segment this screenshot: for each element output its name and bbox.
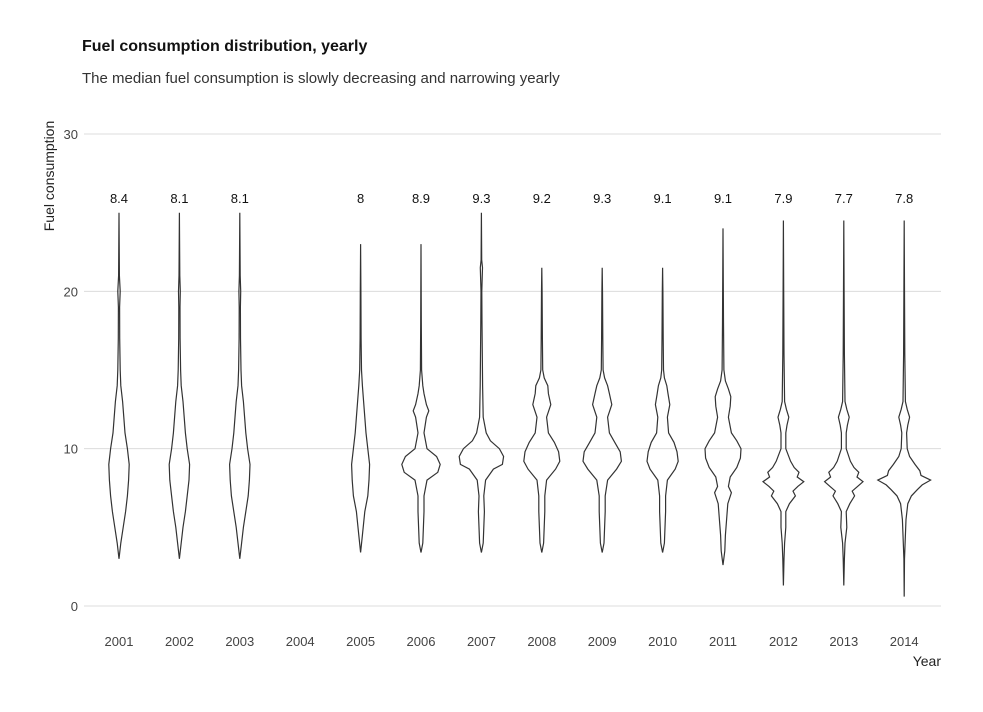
x-tick-label: 2004 xyxy=(286,634,315,649)
x-tick-label: 2007 xyxy=(467,634,496,649)
violin-2008 xyxy=(523,267,561,553)
violin-2012 xyxy=(761,220,805,586)
median-label-2011: 9.1 xyxy=(714,191,732,206)
violin-2011 xyxy=(704,228,742,566)
x-tick-label: 2009 xyxy=(588,634,617,649)
x-tick-label: 2003 xyxy=(225,634,254,649)
violin-2006 xyxy=(401,244,441,553)
y-tick-label: 20 xyxy=(64,284,78,299)
y-axis-ticks: 0 10 20 30 xyxy=(64,127,78,614)
violin-2014 xyxy=(876,220,932,597)
median-label-2001: 8.4 xyxy=(110,191,128,206)
x-tick-label: 2011 xyxy=(709,634,737,649)
x-tick-label: 2013 xyxy=(829,634,858,649)
x-axis-ticks: 2001 2002 2003 2004 2005 2006 2007 2008 2009 2010… xyxy=(105,634,919,649)
median-label-2002: 8.1 xyxy=(170,191,188,206)
x-tick-label: 2012 xyxy=(769,634,798,649)
median-label-2014: 7.8 xyxy=(895,191,913,206)
median-labels: 8.4 8.1 8.1 8 8.9 9.3 9.2 9.3 9.1 9.1 7.9 7.7 7.8 xyxy=(110,191,913,206)
median-label-2013: 7.7 xyxy=(835,191,853,206)
violin-2013 xyxy=(823,220,864,586)
violin-2009 xyxy=(582,267,623,553)
x-tick-label: 2005 xyxy=(346,634,375,649)
y-axis-title: Fuel consumption xyxy=(41,121,57,232)
median-label-2003: 8.1 xyxy=(231,191,249,206)
violin-2003 xyxy=(228,212,251,559)
violins xyxy=(108,212,932,597)
median-label-2009: 9.3 xyxy=(593,191,611,206)
median-label-2008: 9.2 xyxy=(533,191,551,206)
x-tick-label: 2014 xyxy=(890,634,919,649)
median-label-2006: 8.9 xyxy=(412,191,430,206)
median-label-2010: 9.1 xyxy=(654,191,672,206)
y-tick-label: 0 xyxy=(71,599,78,614)
x-tick-label: 2008 xyxy=(527,634,556,649)
chart-title: Fuel consumption distribution, yearly xyxy=(82,38,368,55)
violin-2010 xyxy=(646,267,679,553)
median-label-2012: 7.9 xyxy=(774,191,792,206)
violin-2001 xyxy=(108,212,130,559)
x-tick-label: 2006 xyxy=(407,634,436,649)
chart-subtitle: The median fuel consumption is slowly de… xyxy=(82,70,560,87)
grid-lines xyxy=(84,133,941,607)
x-tick-label: 2010 xyxy=(648,634,677,649)
x-tick-label: 2001 xyxy=(105,634,134,649)
y-tick-label: 30 xyxy=(64,127,78,142)
median-label-2007: 9.3 xyxy=(472,191,490,206)
violin-2005 xyxy=(350,244,371,553)
median-label-2005: 8 xyxy=(357,191,364,206)
x-axis-title: Year xyxy=(913,653,942,669)
violin-2007 xyxy=(458,212,505,553)
y-tick-label: 10 xyxy=(64,442,78,457)
violin-2002 xyxy=(168,212,191,559)
x-tick-label: 2002 xyxy=(165,634,194,649)
